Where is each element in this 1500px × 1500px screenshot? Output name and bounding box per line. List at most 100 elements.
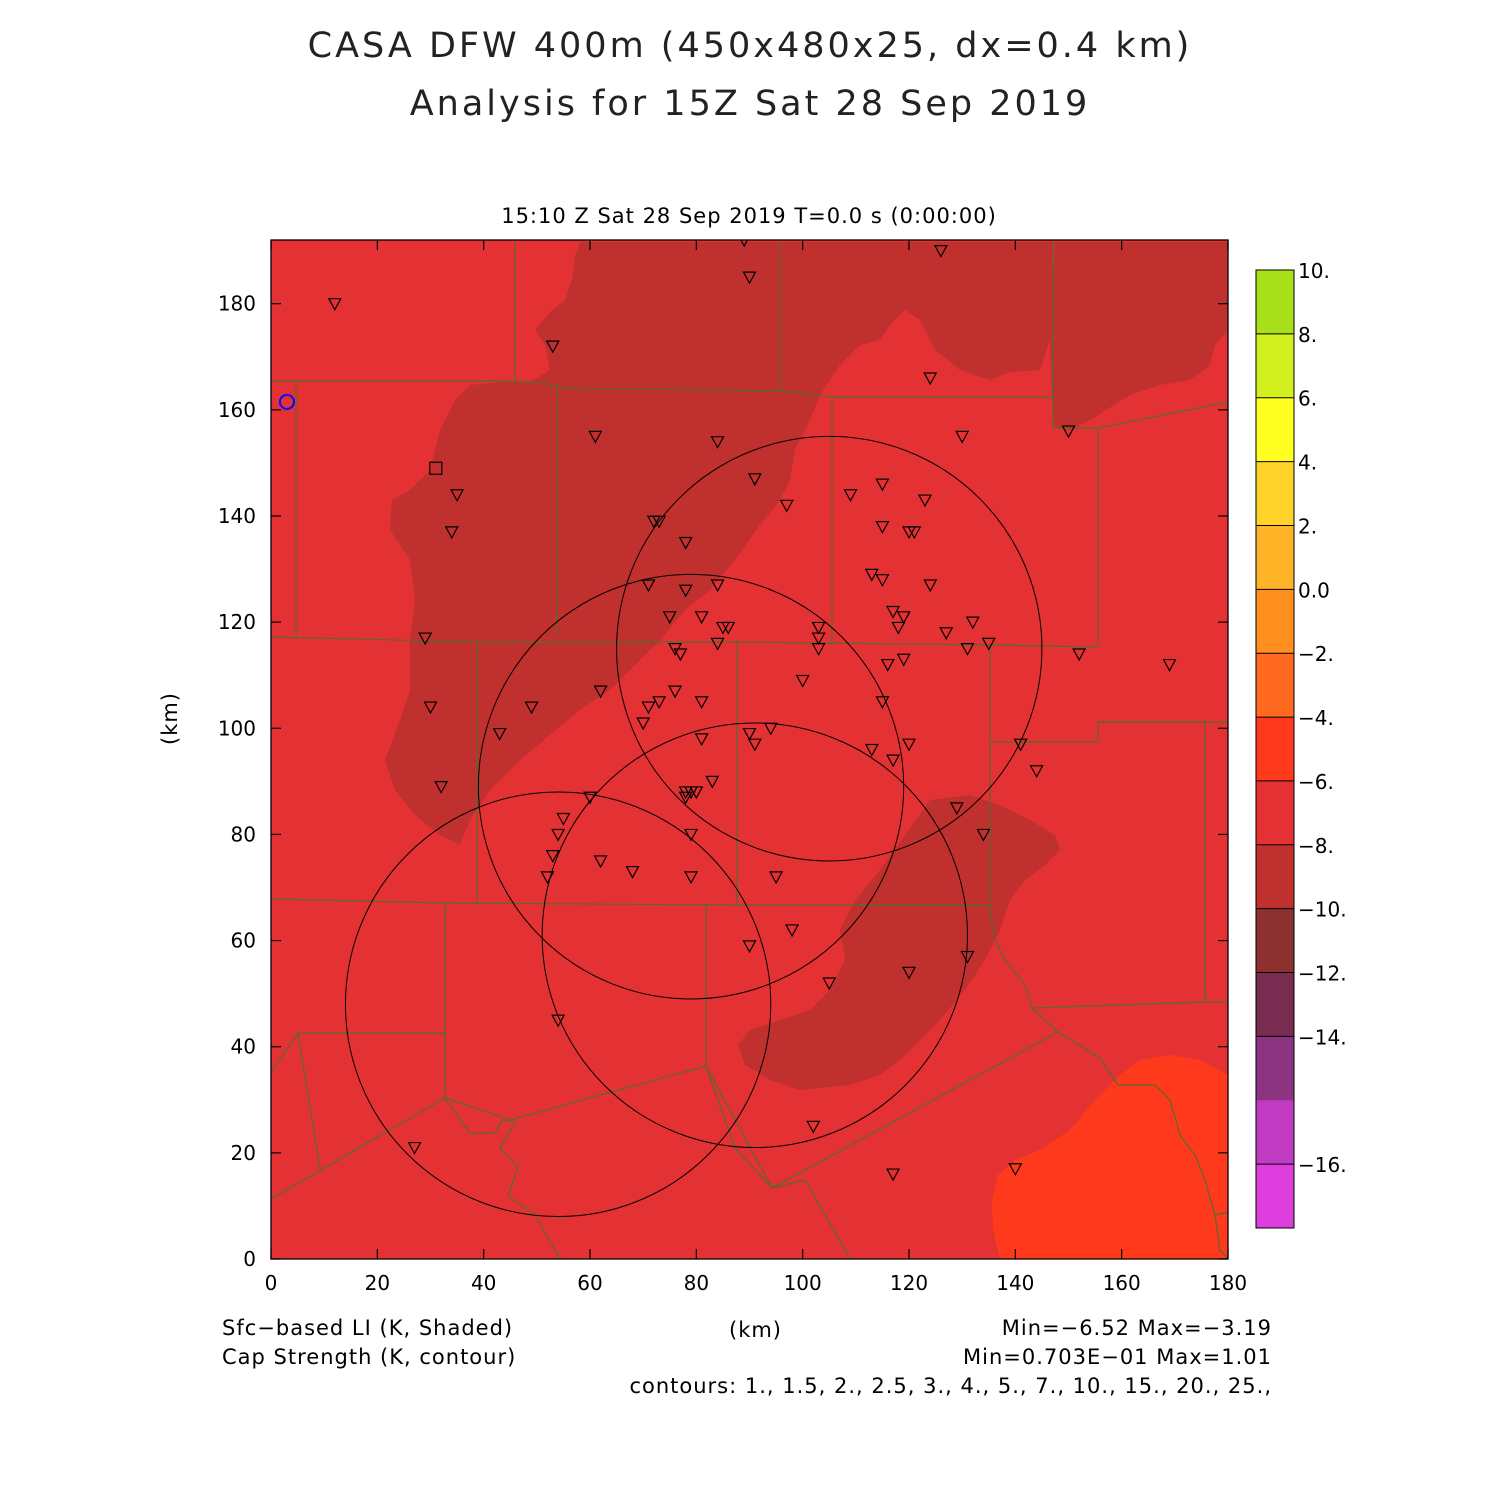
station-marker (641, 579, 656, 593)
station-marker (811, 632, 826, 646)
x-tick-label: 80 (684, 1271, 709, 1295)
map-plot-area (271, 240, 1228, 1259)
colorbar-segment (1256, 908, 1294, 974)
station-marker (933, 245, 948, 258)
station-marker (444, 526, 459, 540)
colorbar-segment (1256, 589, 1294, 654)
station-marker (886, 754, 901, 768)
station-marker (769, 871, 784, 885)
colorbar-segment (1256, 972, 1294, 1037)
station-marker (492, 727, 507, 741)
station-marker (689, 786, 704, 800)
station-marker (705, 775, 720, 789)
station-marker (694, 733, 709, 747)
colorbar-label: 10. (1298, 259, 1330, 283)
station-marker (901, 966, 917, 980)
station-marker (418, 632, 433, 646)
colorbar: 10. 8. 6. 4. 2. 0.0 −2. −4. −6. −8. −10. −12. −14. −1… (1255, 259, 1347, 1229)
station-marker (1072, 648, 1087, 662)
station-marker (556, 812, 571, 826)
station-marker (588, 430, 603, 444)
station-marker (875, 478, 890, 492)
colorbar-segment (1256, 397, 1294, 463)
station-marker (939, 627, 954, 640)
station-marker (1008, 1163, 1023, 1177)
station-marker (625, 865, 640, 879)
colorbar-label: −4. (1298, 706, 1334, 730)
station-marker (694, 696, 709, 709)
chart-subtitle: Analysis for 15Z Sat 28 Sep 2019 (409, 84, 1091, 124)
station-marker (593, 685, 608, 699)
y-tick-label: 80 (231, 822, 256, 846)
station-marker (636, 717, 651, 731)
x-tick-label: 0 (265, 1271, 278, 1295)
y-tick-label: 120 (218, 610, 256, 634)
station-marker (524, 701, 539, 715)
x-tick-label: 40 (471, 1271, 496, 1295)
station-marker (327, 298, 342, 311)
station-marker (875, 520, 890, 534)
x-tick-label: 100 (784, 1271, 822, 1295)
y-tick-label: 40 (231, 1035, 256, 1059)
station-marker (981, 637, 996, 651)
station-marker (960, 950, 975, 964)
y-tick-label: 60 (231, 929, 256, 953)
cap-contour-ring (541, 722, 968, 1149)
x-axis-ticks: 0 20 40 60 80 100 120 140 160 180 (265, 240, 1247, 1295)
contour-levels: contours: 1., 1.5, 2., 2.5, 3., 4., 5., … (629, 1374, 1272, 1398)
station-marker (891, 621, 906, 635)
li-dark-region-southeast (738, 795, 1060, 1090)
station-marker (747, 738, 762, 752)
station-marker (917, 494, 932, 508)
colorbar-segment (1256, 525, 1294, 590)
station-marker (976, 828, 991, 842)
x-tick-label: 180 (1209, 1271, 1247, 1295)
station-marker (710, 436, 725, 449)
colorbar-segment (1256, 844, 1294, 910)
colorbar-segment (1256, 1100, 1294, 1165)
station-marker (795, 674, 810, 688)
cap-contour-ring (477, 573, 905, 1000)
colorbar-label: −16. (1298, 1153, 1347, 1177)
station-marker (747, 473, 762, 487)
valid-time-label: 15:10 Z Sat 28 Sep 2019 T=0.0 s (0:00:00… (501, 204, 997, 228)
station-marker (551, 828, 566, 842)
station-marker (742, 727, 757, 741)
station-marker (965, 616, 980, 630)
station-marker (886, 605, 901, 619)
station-marker (901, 738, 917, 752)
station-marker (662, 611, 677, 625)
station-marker (785, 924, 800, 938)
station-marker (907, 526, 922, 540)
shaded-field-range: Min=−6.52 Max=−3.19 (1001, 1316, 1272, 1340)
colorbar-label: 8. (1298, 323, 1317, 347)
station-marker (545, 850, 560, 863)
station-marker (434, 781, 449, 794)
contour-field-range: Min=0.703E−01 Max=1.01 (962, 1345, 1272, 1369)
colorbar-label: 0.0 (1298, 578, 1330, 602)
station-marker (545, 340, 560, 354)
station-marker (652, 515, 667, 529)
station-marker (923, 579, 938, 593)
shaded-field-label: Sfc−based LI (K, Shaded) (222, 1316, 514, 1340)
station-markers (327, 240, 1177, 1182)
colorbar-label: 4. (1298, 451, 1317, 475)
station-marker (551, 1014, 566, 1028)
y-tick-label: 20 (231, 1141, 256, 1165)
station-marker (407, 1141, 422, 1155)
colorbar-label: −12. (1298, 962, 1347, 986)
colorbar-segment (1256, 717, 1294, 782)
colorbar-segment (1256, 461, 1294, 526)
x-tick-label: 160 (1103, 1271, 1141, 1295)
colorbar-label: 6. (1298, 387, 1317, 411)
station-marker (1061, 425, 1076, 439)
station-marker (684, 871, 699, 885)
station-marker (763, 722, 778, 736)
station-marker (652, 696, 667, 709)
y-tick-label: 0 (243, 1247, 256, 1271)
y-tick-label: 180 (218, 292, 256, 316)
radar-location-marker (278, 393, 295, 410)
colorbar-label: 2. (1298, 514, 1317, 538)
x-tick-label: 140 (996, 1271, 1034, 1295)
